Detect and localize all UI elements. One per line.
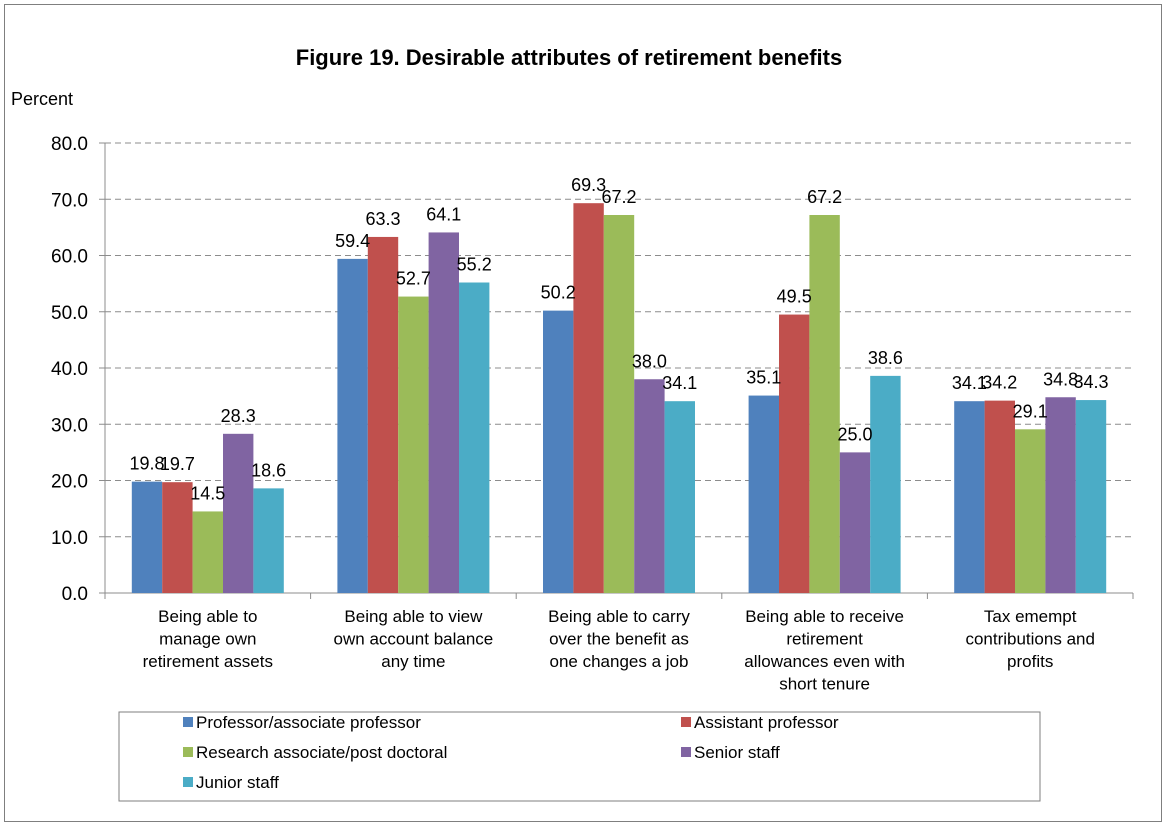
category-label: own account balance: [334, 630, 494, 649]
data-label: 19.8: [129, 454, 164, 474]
data-label: 67.2: [807, 187, 842, 207]
legend-swatch: [681, 717, 691, 727]
y-tick-label: 80.0: [51, 134, 88, 155]
y-tick-label: 10.0: [51, 528, 88, 549]
data-label: 29.1: [1013, 401, 1048, 421]
data-label: 14.5: [190, 483, 225, 503]
data-label: 67.2: [601, 187, 636, 207]
bar: [1075, 400, 1107, 593]
legend-label: Professor/associate professor: [196, 713, 421, 732]
data-label: 19.7: [160, 454, 195, 474]
y-tick-label: 40.0: [51, 359, 88, 380]
bar: [398, 296, 429, 593]
bar: [1045, 397, 1076, 593]
legend-swatch: [681, 747, 691, 757]
bar: [870, 375, 901, 593]
category-label: contributions and: [965, 630, 1094, 649]
data-label: 34.2: [982, 373, 1017, 393]
data-label: 34.8: [1043, 369, 1078, 389]
category-label: allowances even with: [744, 652, 905, 671]
bar: [1015, 429, 1046, 593]
category-label: Being able to carry: [548, 607, 690, 626]
bar: [809, 215, 840, 593]
data-label: 52.7: [396, 269, 431, 289]
y-tick-label: 0.0: [62, 584, 88, 605]
category-label: profits: [1007, 652, 1053, 671]
legend-label: Junior staff: [196, 773, 279, 792]
bar: [984, 400, 1015, 593]
category-label: Being able to: [158, 607, 257, 626]
data-label: 63.3: [365, 209, 400, 229]
bar: [634, 379, 665, 593]
category-label: Tax emempt: [984, 607, 1077, 626]
data-label: 38.0: [632, 351, 667, 371]
legend-label: Assistant professor: [694, 713, 839, 732]
data-label: 49.5: [777, 287, 812, 307]
data-label: 28.3: [221, 406, 256, 426]
bar: [459, 282, 490, 593]
chart-frame: [4, 4, 1162, 822]
category-label: retirement assets: [143, 652, 273, 671]
y-tick-label: 50.0: [51, 303, 88, 324]
bar: [131, 481, 163, 593]
y-axis-label: Percent: [11, 89, 73, 109]
data-label: 64.1: [426, 204, 461, 224]
category-label: manage own: [159, 630, 256, 649]
bar: [337, 258, 368, 593]
legend-swatch: [183, 747, 193, 757]
category-label: Being able to view: [344, 607, 483, 626]
bar: [779, 314, 810, 593]
legend-swatch: [183, 777, 193, 787]
bar: [367, 236, 399, 593]
data-label: 50.2: [541, 283, 576, 303]
data-label: 55.2: [457, 255, 492, 275]
category-label: one changes a job: [550, 652, 689, 671]
bar: [543, 310, 574, 593]
bar: [223, 433, 254, 593]
bar: [253, 488, 284, 593]
data-label: 34.3: [1073, 372, 1108, 392]
bar: [428, 232, 459, 593]
y-tick-label: 30.0: [51, 415, 88, 436]
bar: [954, 401, 985, 593]
data-label: 25.0: [837, 424, 872, 444]
data-label: 59.4: [335, 231, 370, 251]
legend-label: Senior staff: [694, 743, 780, 762]
legend-box: [118, 711, 1041, 802]
bar: [839, 452, 871, 593]
bar: [162, 482, 193, 593]
category-label: retirement: [786, 630, 863, 649]
bar: [192, 511, 223, 593]
bar: [664, 401, 695, 593]
data-label: 69.3: [571, 175, 606, 195]
data-label: 38.6: [868, 348, 903, 368]
category-label: short tenure: [779, 675, 870, 694]
y-tick-label: 70.0: [51, 190, 88, 211]
data-label: 34.1: [662, 373, 697, 393]
y-tick-label: 60.0: [51, 247, 88, 268]
bar: [603, 215, 635, 593]
bar: [573, 203, 604, 593]
category-label: any time: [381, 652, 445, 671]
legend-swatch: [183, 717, 193, 727]
data-label: 35.1: [746, 368, 781, 388]
legend-label: Research associate/post doctoral: [196, 743, 447, 762]
data-label: 34.1: [952, 373, 987, 393]
bar: [748, 395, 779, 593]
category-label: over the benefit as: [549, 630, 689, 649]
y-tick-label: 20.0: [51, 472, 88, 493]
chart-title: Figure 19. Desirable attributes of retir…: [296, 45, 842, 70]
category-label: Being able to receive: [745, 607, 904, 626]
data-label: 18.6: [251, 460, 286, 480]
